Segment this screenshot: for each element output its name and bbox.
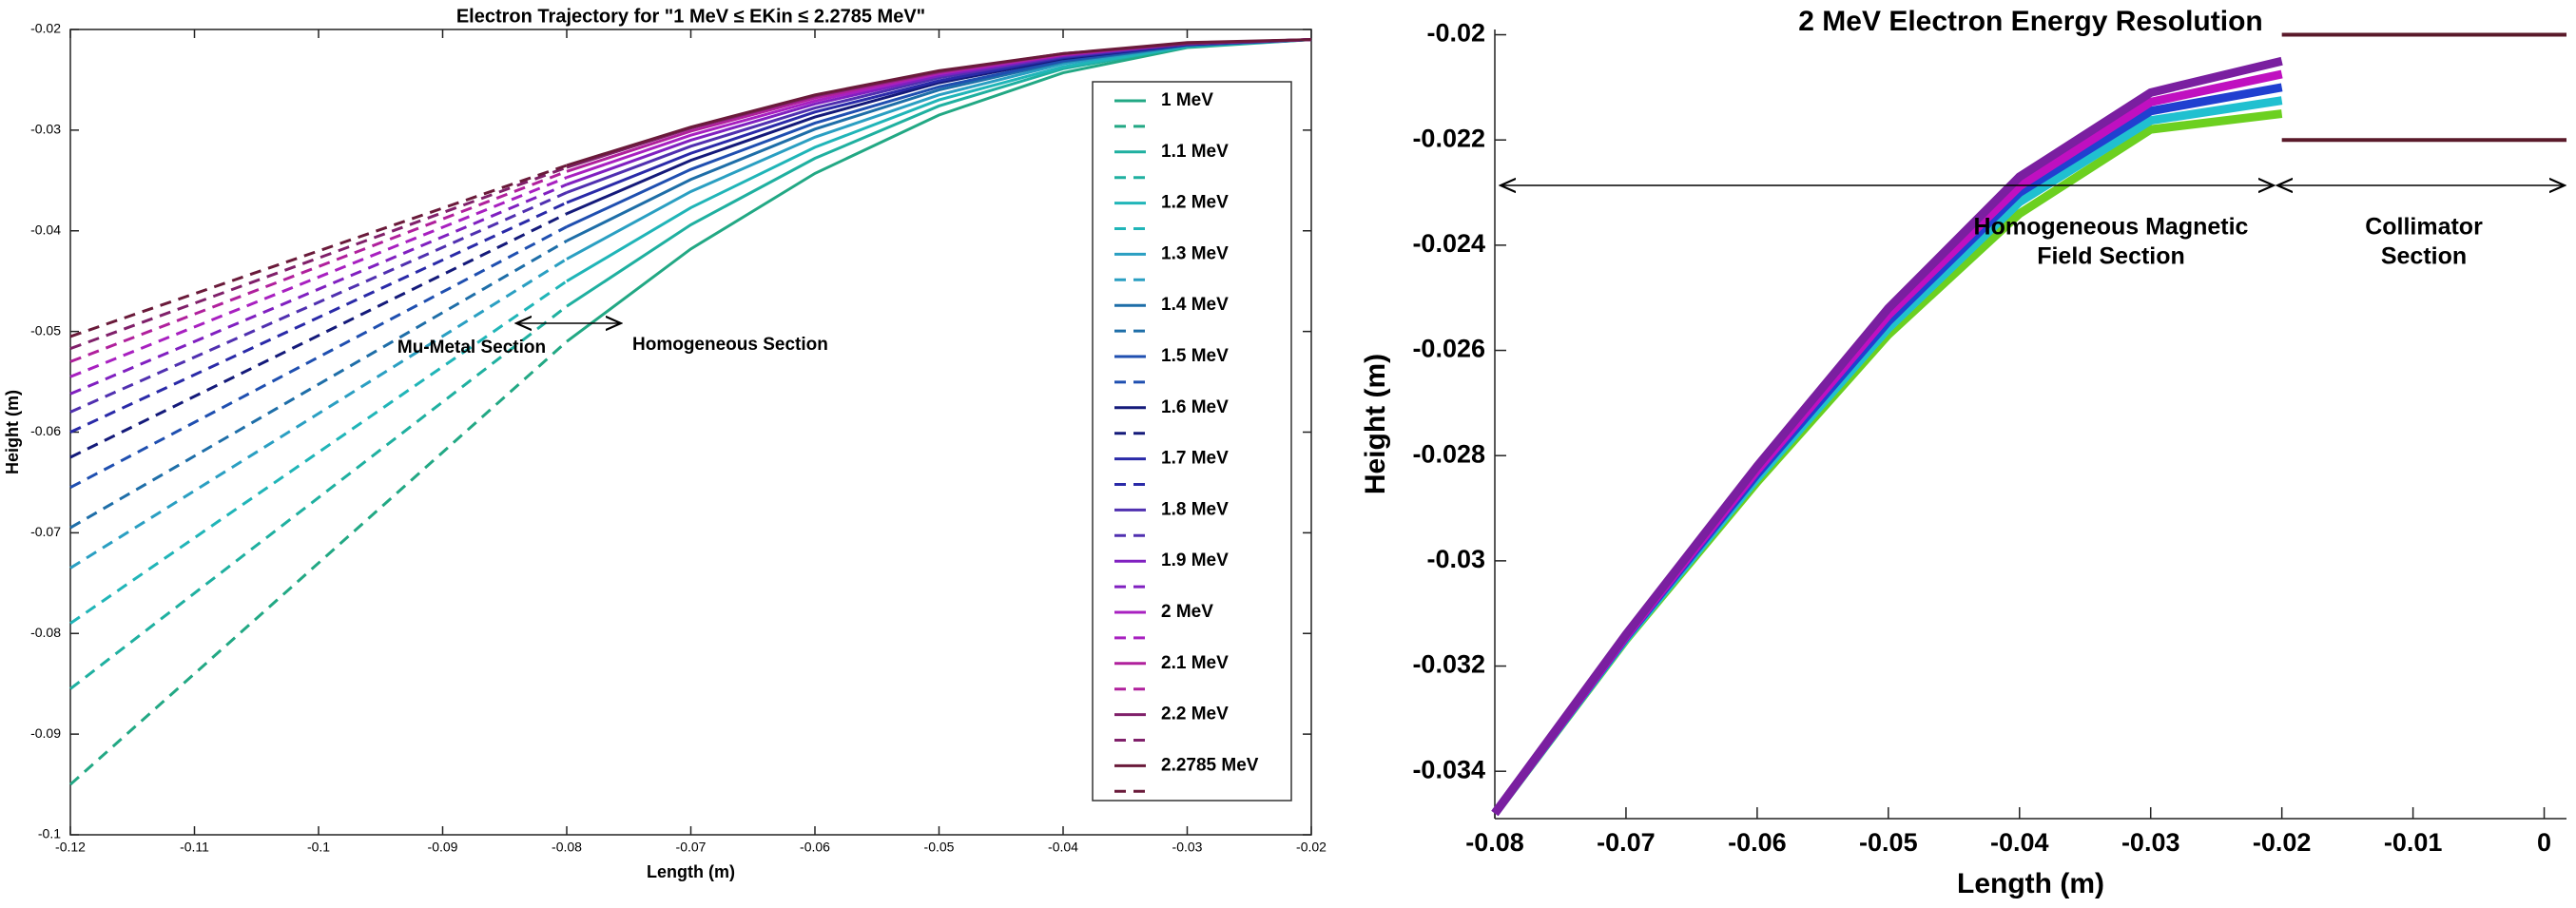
- y-tick-label: -0.032: [1412, 650, 1485, 679]
- legend-label: 2.1 MeV: [1161, 653, 1229, 673]
- chart-title: Electron Trajectory for "1 MeV ≤ EKin ≤ …: [456, 6, 925, 27]
- x-tick-label: -0.05: [1859, 828, 1918, 857]
- y-tick-label: -0.026: [1412, 335, 1485, 363]
- legend-label: 1.7 MeV: [1161, 449, 1229, 469]
- y-tick-label: -0.09: [30, 725, 61, 741]
- legend: 1 MeV 1.1 MeV 1.2 MeV 1.3 MeV 1.4 MeV 1.5 MeV…: [1092, 81, 1292, 802]
- y-axis-label: Height (m): [3, 390, 22, 474]
- annotation: Field Section: [2037, 243, 2185, 270]
- x-tick-label: -0.04: [1990, 828, 2049, 857]
- annotation: Mu-Metal Section: [397, 338, 546, 357]
- legend-label: 2.2785 MeV: [1161, 755, 1259, 775]
- y-tick-label: -0.02: [1426, 19, 1485, 48]
- x-tick-label: -0.02: [1296, 840, 1327, 855]
- x-tick-label: -0.07: [676, 840, 707, 855]
- dashed-line: [69, 191, 568, 414]
- x-tick-label: -0.05: [924, 840, 955, 855]
- y-tick-label: -0.05: [30, 322, 61, 338]
- y-tick-label: -0.034: [1412, 755, 1485, 783]
- dashed-line: [69, 340, 568, 786]
- annotation: Homogeneous Magnetic: [1974, 214, 2249, 241]
- dashed-line: [69, 212, 568, 459]
- x-tick-label: -0.06: [1728, 828, 1787, 857]
- dashed-line: [69, 164, 568, 338]
- dashed-line: [69, 225, 568, 490]
- dashed-line: [69, 183, 568, 396]
- y-tick-label: -0.06: [30, 423, 61, 438]
- line: [1491, 83, 2283, 817]
- line: [566, 38, 1312, 167]
- line: [1491, 96, 2283, 817]
- x-tick-label: -0.11: [180, 840, 209, 855]
- legend-label: 2 MeV: [1161, 602, 1213, 622]
- y-tick-label: -0.022: [1412, 124, 1485, 152]
- legend-label: 1.6 MeV: [1161, 397, 1229, 417]
- x-tick-label: -0.06: [800, 840, 830, 855]
- dashed-line: [69, 169, 568, 363]
- legend-label: 1.3 MeV: [1161, 243, 1229, 263]
- annotation: Homogeneous Section: [632, 335, 828, 355]
- dashed-line: [69, 165, 568, 351]
- dashed-line: [69, 304, 568, 690]
- y-tick-label: -0.08: [30, 625, 61, 640]
- chart-title: 2 MeV Electron Energy Resolution: [1798, 6, 2262, 37]
- dashed-line: [69, 176, 568, 378]
- dashed-line: [69, 201, 568, 434]
- x-tick-label: -0.03: [2121, 828, 2180, 857]
- dashed-line: [69, 240, 568, 530]
- x-tick-label: -0.01: [2384, 828, 2443, 857]
- line: [1491, 56, 2283, 817]
- y-tick-label: -0.03: [1426, 545, 1485, 573]
- legend-label: 1 MeV: [1161, 90, 1213, 110]
- x-axis-label: Length (m): [647, 862, 735, 881]
- y-axis-label: Height (m): [1360, 354, 1391, 494]
- x-tick-label: -0.1: [307, 840, 330, 855]
- legend-label: 1.1 MeV: [1161, 142, 1229, 162]
- x-tick-label: -0.04: [1048, 840, 1078, 855]
- x-tick-label: -0.07: [1597, 828, 1656, 857]
- x-tick-label: -0.12: [55, 840, 86, 855]
- legend-label: 1.8 MeV: [1161, 499, 1229, 519]
- annotation: Section: [2381, 243, 2467, 270]
- x-axis-label: Length (m): [1957, 868, 2104, 899]
- y-tick-label: -0.03: [30, 122, 61, 137]
- x-tick-label: -0.02: [2253, 828, 2312, 857]
- x-tick-label: -0.09: [428, 840, 458, 855]
- x-tick-label: -0.08: [552, 840, 582, 855]
- y-tick-label: -0.07: [30, 524, 61, 539]
- legend-label: 2.2 MeV: [1161, 705, 1229, 724]
- x-tick-label: -0.08: [1465, 828, 1524, 857]
- y-tick-label: -0.1: [38, 826, 61, 841]
- y-tick-label: -0.04: [30, 222, 61, 237]
- dashed-line: [69, 280, 568, 625]
- y-tick-label: -0.02: [30, 21, 61, 36]
- x-tick-label: 0: [2537, 828, 2551, 857]
- y-tick-label: -0.024: [1412, 229, 1485, 258]
- legend-box: [1092, 81, 1292, 802]
- dashed-line: [69, 258, 568, 570]
- legend-label: 1.9 MeV: [1161, 551, 1229, 570]
- legend-label: 1.2 MeV: [1161, 193, 1229, 213]
- legend-label: 1.4 MeV: [1161, 295, 1229, 315]
- y-tick-label: -0.028: [1412, 439, 1485, 468]
- legend-label: 1.5 MeV: [1161, 346, 1229, 366]
- annotation: Collimator: [2365, 214, 2483, 241]
- x-tick-label: -0.03: [1172, 840, 1203, 855]
